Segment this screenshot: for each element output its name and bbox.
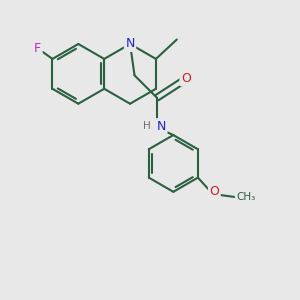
Text: CH₃: CH₃ [236, 192, 255, 202]
Text: F: F [34, 42, 41, 55]
Text: O: O [181, 72, 191, 85]
Text: N: N [125, 38, 135, 50]
Text: N: N [157, 120, 166, 133]
Text: O: O [209, 184, 219, 198]
Text: H: H [142, 121, 150, 131]
